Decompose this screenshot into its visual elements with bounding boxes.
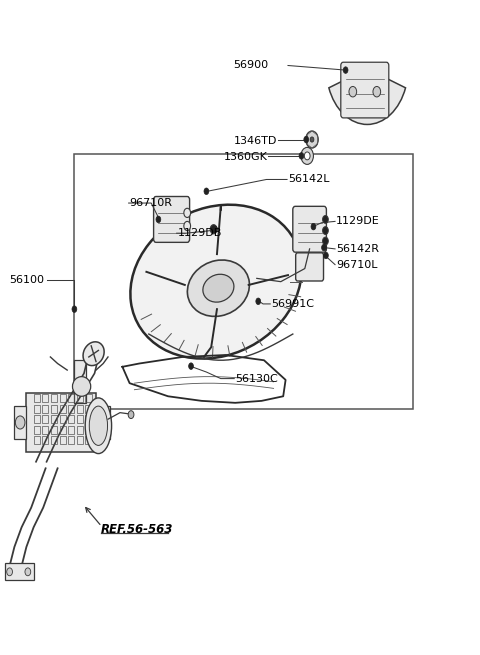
Bar <box>60 436 66 444</box>
Circle shape <box>210 225 217 234</box>
Circle shape <box>323 227 328 234</box>
Circle shape <box>306 131 318 148</box>
Ellipse shape <box>131 205 301 358</box>
Circle shape <box>184 208 191 217</box>
Circle shape <box>204 188 209 195</box>
Circle shape <box>323 215 328 223</box>
Text: 56100: 56100 <box>10 275 45 286</box>
Bar <box>68 405 74 413</box>
Bar <box>42 436 48 444</box>
Circle shape <box>128 411 134 419</box>
Circle shape <box>7 568 12 576</box>
Circle shape <box>322 244 326 251</box>
Circle shape <box>15 416 25 429</box>
Circle shape <box>184 221 191 231</box>
Bar <box>77 436 83 444</box>
FancyBboxPatch shape <box>293 206 326 252</box>
Circle shape <box>304 152 310 160</box>
Circle shape <box>72 306 77 312</box>
FancyBboxPatch shape <box>296 253 324 281</box>
FancyBboxPatch shape <box>154 196 190 242</box>
FancyBboxPatch shape <box>341 62 389 118</box>
Circle shape <box>323 237 328 245</box>
Bar <box>42 405 48 413</box>
Text: 56130C: 56130C <box>235 373 278 384</box>
Ellipse shape <box>83 342 104 365</box>
Bar <box>68 415 74 423</box>
Bar <box>51 436 57 444</box>
Bar <box>5 563 34 580</box>
Bar <box>77 394 83 402</box>
Text: REF.56-563: REF.56-563 <box>101 523 173 536</box>
Circle shape <box>373 86 381 97</box>
Ellipse shape <box>85 398 111 454</box>
Text: 56991C: 56991C <box>271 299 314 309</box>
Circle shape <box>189 363 193 369</box>
Text: 96710R: 96710R <box>130 198 173 208</box>
Bar <box>60 405 66 413</box>
Text: 56900: 56900 <box>234 60 269 71</box>
Text: 1346TD: 1346TD <box>234 136 277 146</box>
Bar <box>85 394 92 402</box>
Bar <box>34 415 40 423</box>
Circle shape <box>256 298 261 305</box>
Bar <box>34 426 40 434</box>
Bar <box>51 426 57 434</box>
Bar <box>77 405 83 413</box>
Bar <box>74 360 86 403</box>
Ellipse shape <box>72 377 91 396</box>
Bar <box>51 394 57 402</box>
Bar <box>77 426 83 434</box>
Text: 1129DE: 1129DE <box>336 216 380 227</box>
Bar <box>74 154 413 409</box>
Ellipse shape <box>187 260 250 316</box>
Text: 96710L: 96710L <box>336 259 377 270</box>
Ellipse shape <box>89 406 108 445</box>
Bar <box>60 415 66 423</box>
Bar <box>51 405 57 413</box>
Bar <box>98 406 110 439</box>
Bar <box>51 415 57 423</box>
Bar <box>34 394 40 402</box>
Circle shape <box>25 568 31 576</box>
Bar <box>60 426 66 434</box>
Bar <box>42 415 48 423</box>
Bar <box>77 415 83 423</box>
Text: 1129DB: 1129DB <box>178 228 222 238</box>
Circle shape <box>349 86 357 97</box>
Bar <box>26 393 96 452</box>
Circle shape <box>304 136 309 143</box>
Circle shape <box>99 416 109 429</box>
Text: 56142L: 56142L <box>288 174 329 185</box>
Bar <box>68 426 74 434</box>
Ellipse shape <box>203 274 234 302</box>
Bar <box>68 436 74 444</box>
Bar <box>68 394 74 402</box>
Bar <box>85 426 92 434</box>
Circle shape <box>324 252 328 259</box>
Circle shape <box>343 67 348 73</box>
Circle shape <box>213 226 217 233</box>
Text: 1360GK: 1360GK <box>224 152 268 162</box>
Wedge shape <box>329 78 406 124</box>
Circle shape <box>156 216 161 223</box>
Bar <box>85 436 92 444</box>
Circle shape <box>299 153 304 159</box>
Bar <box>34 436 40 444</box>
Circle shape <box>310 137 314 142</box>
Bar <box>42 394 48 402</box>
Bar <box>85 405 92 413</box>
Bar <box>85 415 92 423</box>
Bar <box>60 394 66 402</box>
Circle shape <box>311 223 316 230</box>
Bar <box>42 426 48 434</box>
Text: 56142R: 56142R <box>336 244 379 254</box>
Circle shape <box>301 147 313 164</box>
Bar <box>34 405 40 413</box>
Bar <box>14 406 26 439</box>
